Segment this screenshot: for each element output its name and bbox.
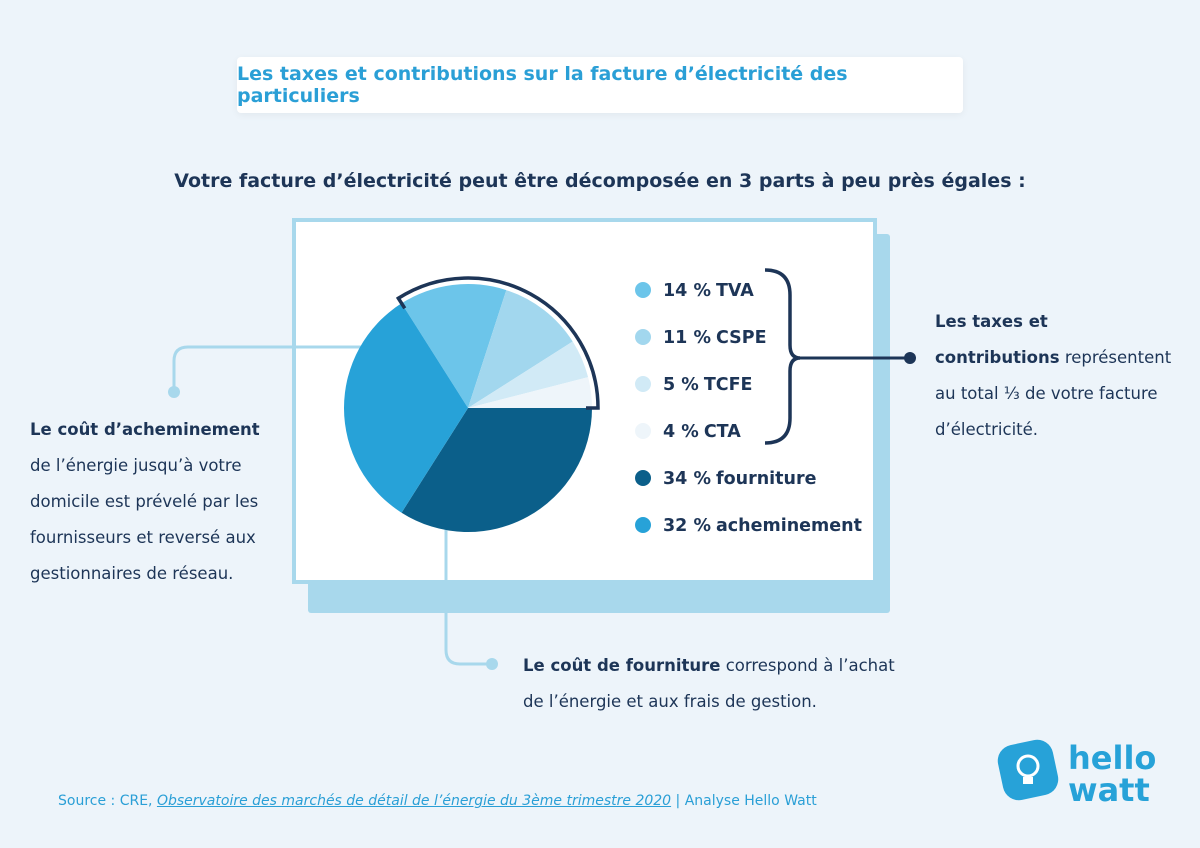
connector — [444, 500, 492, 666]
legend-name: TVA — [716, 281, 754, 301]
pie-slice — [401, 284, 507, 408]
taxes-outline — [395, 276, 600, 410]
source-text: Source : CRE, — [58, 793, 153, 809]
legend-label: 11 % CSPE — [663, 328, 767, 348]
bulb — [1016, 754, 1040, 778]
legend-value: 4 % — [663, 422, 699, 442]
annotation-text: correspond à l’achat de l’énergie et aux… — [523, 656, 895, 711]
legend-dot — [635, 282, 651, 298]
source-text: | Analyse Hello Watt — [675, 793, 817, 809]
logo-text: hello — [1068, 739, 1156, 777]
connector-dot — [168, 386, 180, 398]
legend-label: 4 % CTA — [663, 422, 741, 442]
logo: hello watt — [997, 739, 1156, 809]
annotation-bold: Le coût de fourniture — [523, 656, 721, 675]
legend-value: 5 % — [663, 375, 699, 395]
title: Les taxes et contributions sur la factur… — [237, 57, 963, 113]
pie-slice — [343, 303, 468, 513]
pie-slice — [468, 341, 589, 408]
annotation-text: représentent au total ⅓ de votre facture… — [935, 348, 1172, 439]
annotation-bold: Le coût d’acheminement — [30, 420, 260, 439]
legend-dot — [635, 376, 651, 392]
bulb-base — [1023, 777, 1033, 784]
pie-slice — [401, 408, 592, 532]
legend-name: TCFE — [704, 375, 753, 395]
legend-label: 32 % acheminement — [663, 516, 862, 536]
title-text: Les taxes et contributions sur la factur… — [237, 63, 848, 107]
annotation: Les taxes et contributions représentent … — [935, 304, 1175, 448]
connector-dot — [486, 658, 498, 670]
legend-dot — [635, 423, 651, 439]
legend-name: acheminement — [716, 516, 862, 536]
legend-value: 11 % — [663, 328, 711, 348]
legend-name: CTA — [704, 422, 741, 442]
source-link[interactable]: Observatoire des marchés de détail de l’… — [156, 793, 672, 809]
legend-dot — [635, 470, 651, 486]
connector — [172, 345, 383, 392]
legend-name: fourniture — [716, 469, 817, 489]
subtitle: Votre facture d’électricité peut être dé… — [174, 170, 1026, 192]
annotation-text: de l’énergie jusqu’à votre domicile est … — [30, 456, 259, 583]
annotation: Le coût d’acheminement de l’énergie jusq… — [30, 412, 282, 592]
legend-name: CSPE — [716, 328, 767, 348]
legend-value: 34 % — [663, 469, 711, 489]
source: Source : CRE, Observatoire des marchés d… — [58, 793, 817, 809]
logo-icon — [997, 739, 1059, 801]
legend-label: 34 % fourniture — [663, 469, 817, 489]
legend-dot — [635, 517, 651, 533]
connector-dot — [904, 352, 916, 364]
pie-slice — [468, 290, 573, 408]
legend-value: 32 % — [663, 516, 711, 536]
logo-text: watt — [1068, 771, 1150, 809]
annotation-bold: Les taxes et contributions — [935, 312, 1060, 367]
legend-dot — [635, 329, 651, 345]
pie-slice — [468, 377, 592, 408]
legend-value: 14 % — [663, 281, 711, 301]
legend-label: 14 % TVA — [663, 281, 754, 301]
annotation: Le coût de fourniture correspond à l’ach… — [523, 648, 913, 720]
legend-label: 5 % TCFE — [663, 375, 753, 395]
